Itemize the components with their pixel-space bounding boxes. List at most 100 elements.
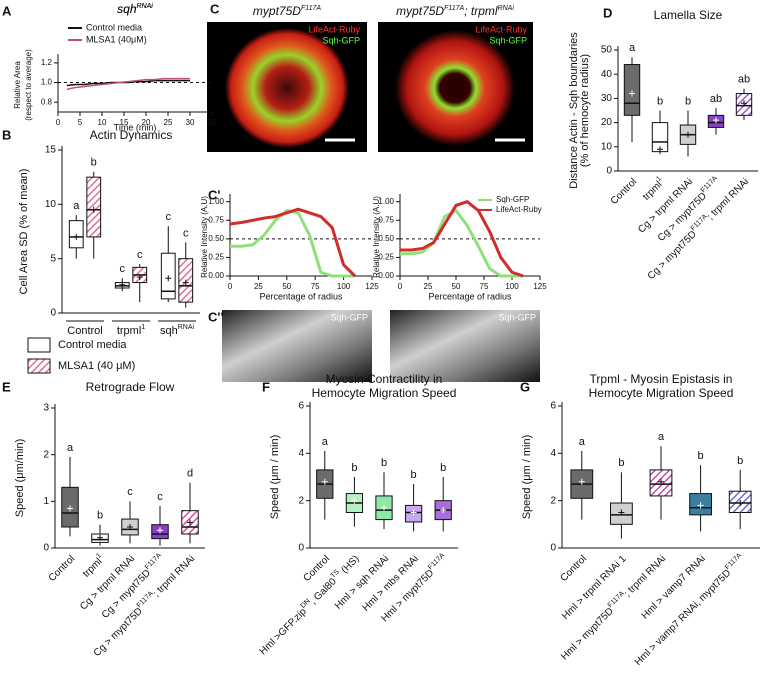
x-tick-label-part: F117A [724, 552, 743, 571]
chart-title: Trpml - Myosin Epistasis in [590, 372, 733, 386]
chart-title: Lamella Size [654, 8, 723, 22]
significance-letter: c [137, 249, 143, 261]
x-tick-label-part: Hml >GFP.zip [258, 606, 309, 657]
x-tick-label-part: F117A [144, 552, 163, 571]
x-tick-label-part: Control [67, 325, 102, 337]
panel-letter: F [262, 379, 270, 394]
x-tick-label: 25 [424, 282, 433, 291]
legend-label: LifeAct-Ruby [496, 205, 542, 214]
chart-title: Myosin Contractility in [326, 372, 443, 386]
image-title-part: RNAi [498, 5, 515, 12]
x-tick-label: 125 [533, 282, 547, 291]
y-tick-label: 20 [601, 117, 613, 128]
x-tick-label: 75 [311, 282, 320, 291]
x-tick-label-part: Cg > mypt75D [645, 229, 698, 282]
kymograph-left [222, 310, 372, 382]
significance-letter: c [127, 486, 133, 498]
y-tick-label: 15 [45, 145, 57, 156]
y-axis-label: Distance Actin - Sqh boundaries [568, 32, 580, 189]
y-axis-label: Relative Intensity (A.U) [372, 196, 381, 278]
x-tick-label: 0 [56, 118, 61, 127]
panel-letter: G [520, 379, 530, 394]
kymograph-right [390, 310, 540, 382]
x-tick-label: 50 [452, 282, 461, 291]
significance-letter: c [183, 227, 189, 239]
mean-marker [119, 281, 126, 288]
chart-title-part: RNAi [137, 3, 154, 10]
x-tick-label-part: 1 [96, 552, 104, 560]
chart-title-part: sqh [117, 2, 137, 16]
x-tick-label: 25 [254, 282, 263, 291]
x-tick-label-part: 1 [141, 324, 145, 331]
legend-swatch [27, 337, 51, 353]
x-tick-label-part: Hml > mypt75D [379, 567, 436, 624]
legend-swatch [27, 358, 51, 374]
mean-marker [440, 507, 447, 514]
x-tick-label: trpml1 [640, 175, 667, 202]
image-title: mypt75DF117A [253, 4, 321, 18]
y-tick-label: 10 [45, 199, 57, 210]
mean-marker [321, 478, 328, 485]
y-tick-label: 0.25 [208, 253, 224, 262]
kymo-label: Sqh-GFP [498, 312, 536, 322]
y-axis-label: (respect to average) [24, 49, 33, 121]
image-title-part: F117A [444, 5, 464, 12]
cell-right [395, 30, 515, 146]
y-axis-label: Speed (μm / min) [521, 435, 533, 520]
y-tick-label: 1 [43, 496, 49, 507]
y-tick-label: 0 [606, 166, 612, 177]
series-line [66, 77, 190, 91]
y-tick-label: 4 [298, 448, 304, 459]
significance-letter: b [97, 510, 103, 522]
significance-letter: ab [710, 93, 722, 105]
x-tick-label: 25 [164, 118, 173, 127]
mean-marker [713, 117, 719, 124]
significance-letter: c [157, 491, 163, 503]
mean-marker [685, 131, 691, 138]
channel-label: LifeAct-Ruby [475, 24, 527, 34]
chart-title: sqhRNAi [117, 2, 153, 16]
x-tick-label: trpml1 [80, 552, 107, 579]
mean-marker [618, 509, 625, 516]
mean-marker [136, 274, 143, 281]
y-tick-label: 0 [550, 543, 556, 554]
significance-letter: d [187, 468, 193, 480]
x-tick-label-part: Hml > sqh RNAi [333, 553, 391, 611]
x-tick-label: 100 [505, 282, 519, 291]
x-tick-label: sqhRNAi [160, 324, 195, 337]
y-tick-label: 0.50 [208, 234, 224, 243]
significance-letter: b [91, 157, 97, 169]
x-tick-label: 5 [78, 118, 83, 127]
mean-marker [165, 275, 172, 282]
x-tick-label-part: F117A [700, 175, 719, 194]
x-tick-label: 0 [228, 282, 233, 291]
x-tick-label: 10 [98, 118, 107, 127]
x-tick-label-part: RNAi [178, 324, 195, 331]
significance-letter: b [411, 469, 417, 481]
mean-marker [67, 505, 73, 512]
series-line [400, 200, 524, 278]
x-tick-label-part: F117A [427, 552, 446, 571]
mean-marker [127, 524, 133, 530]
x-tick-label: Cg > mypt75DF117A; trpml RNAi [645, 175, 751, 281]
y-tick-label: 0.75 [378, 215, 394, 224]
y-tick-label: 2 [43, 449, 49, 460]
y-axis-label: Relative Area [13, 61, 22, 109]
chart-title: Actin Dynamics [90, 128, 173, 142]
chart-title: Hemocyte Migration Speed [589, 386, 734, 400]
x-tick-label-part: TS [330, 569, 342, 581]
box [623, 64, 641, 116]
significance-letter: a [73, 200, 80, 212]
y-tick-label: 0.75 [208, 215, 224, 224]
mean-marker [697, 502, 704, 509]
significance-letter: b [618, 457, 624, 469]
mean-marker [351, 497, 358, 504]
channel-label: LifeAct-Ruby [308, 24, 360, 34]
y-axis-label: (% of hemocyte radius) [579, 54, 591, 167]
significance-letter: a [579, 436, 586, 448]
legend-label: Sqh-GFP [496, 195, 529, 204]
y-tick-label: 0 [50, 308, 56, 319]
significance-letter: c [166, 211, 172, 223]
mean-marker [381, 504, 387, 511]
